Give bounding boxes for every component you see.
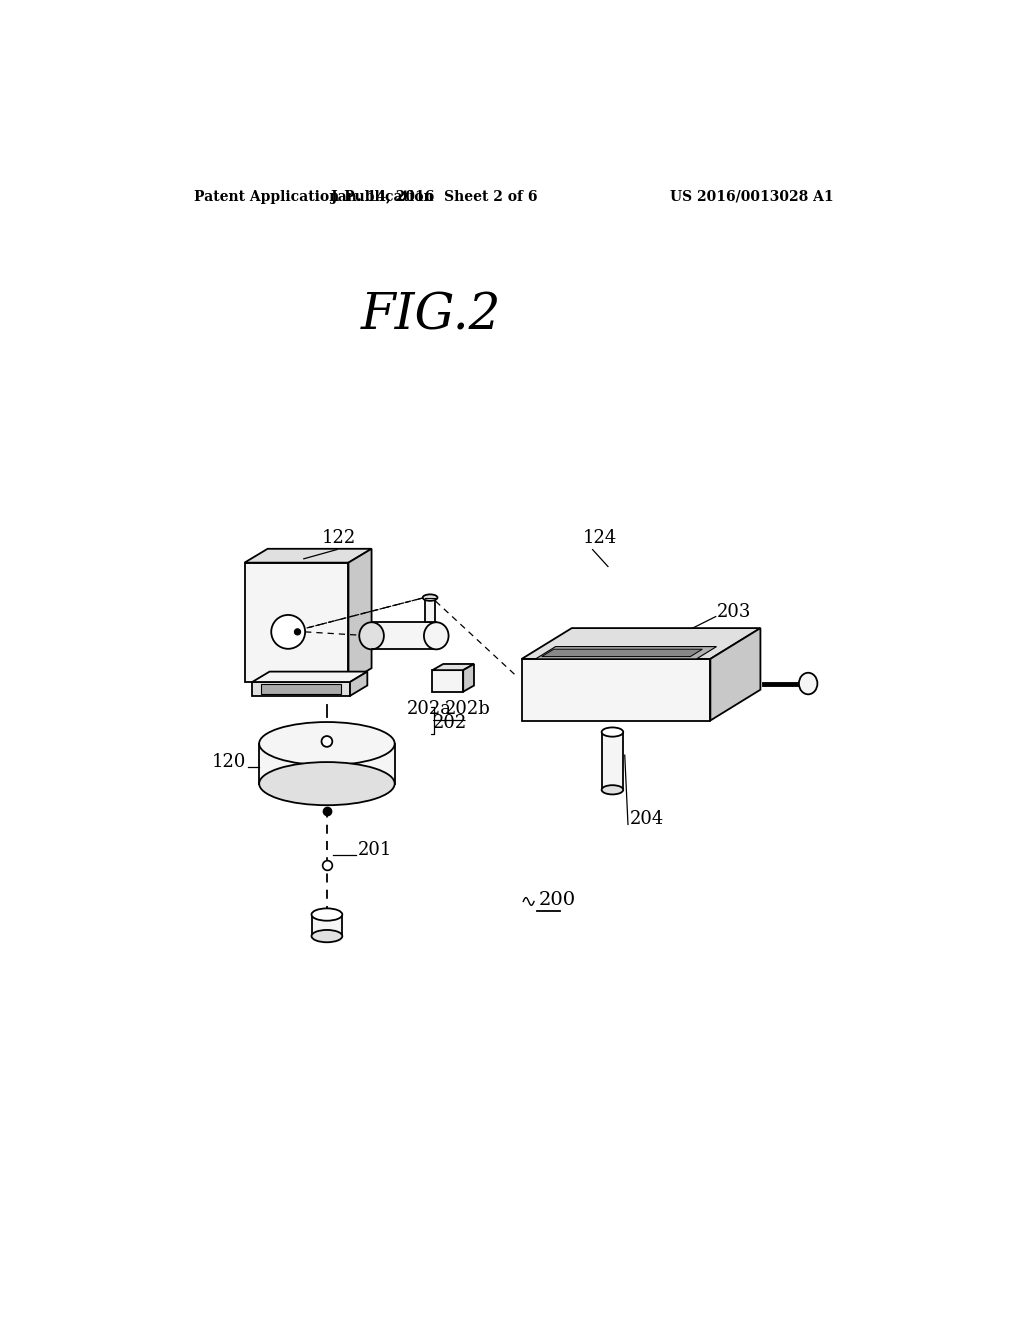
Polygon shape	[536, 647, 717, 659]
Text: 201: 201	[357, 841, 392, 859]
Circle shape	[295, 628, 301, 635]
Polygon shape	[432, 671, 463, 692]
Text: 202: 202	[433, 714, 467, 733]
Ellipse shape	[359, 622, 384, 649]
Text: 203: 203	[717, 602, 752, 620]
Polygon shape	[432, 664, 474, 671]
Circle shape	[322, 737, 333, 747]
Polygon shape	[521, 659, 711, 721]
Circle shape	[271, 615, 305, 649]
Polygon shape	[261, 684, 341, 694]
Ellipse shape	[311, 908, 342, 921]
Polygon shape	[463, 664, 474, 692]
Text: 202b: 202b	[445, 701, 490, 718]
Polygon shape	[348, 549, 372, 682]
Text: 122: 122	[322, 529, 355, 548]
Polygon shape	[252, 682, 350, 696]
Polygon shape	[542, 649, 702, 656]
Text: FIG.2: FIG.2	[360, 292, 501, 341]
Polygon shape	[311, 915, 342, 936]
Text: 204: 204	[630, 810, 664, 829]
Polygon shape	[252, 672, 368, 682]
Polygon shape	[245, 562, 348, 682]
Ellipse shape	[259, 762, 394, 805]
Text: 120: 120	[212, 752, 246, 771]
Polygon shape	[425, 598, 435, 622]
Ellipse shape	[799, 673, 817, 694]
Ellipse shape	[602, 785, 624, 795]
Ellipse shape	[311, 929, 342, 942]
Ellipse shape	[424, 622, 449, 649]
Text: 200: 200	[539, 891, 575, 909]
Polygon shape	[711, 628, 761, 721]
Ellipse shape	[602, 727, 624, 737]
Polygon shape	[350, 672, 368, 696]
Text: US 2016/0013028 A1: US 2016/0013028 A1	[670, 190, 834, 203]
Text: 124: 124	[583, 529, 617, 548]
Polygon shape	[259, 743, 394, 784]
Ellipse shape	[423, 594, 437, 601]
Polygon shape	[521, 628, 761, 659]
Polygon shape	[602, 733, 624, 789]
Polygon shape	[245, 549, 372, 562]
Text: 202a: 202a	[407, 701, 452, 718]
Text: Patent Application Publication: Patent Application Publication	[194, 190, 433, 203]
Text: Jan. 14, 2016  Sheet 2 of 6: Jan. 14, 2016 Sheet 2 of 6	[332, 190, 538, 203]
Ellipse shape	[259, 722, 394, 766]
